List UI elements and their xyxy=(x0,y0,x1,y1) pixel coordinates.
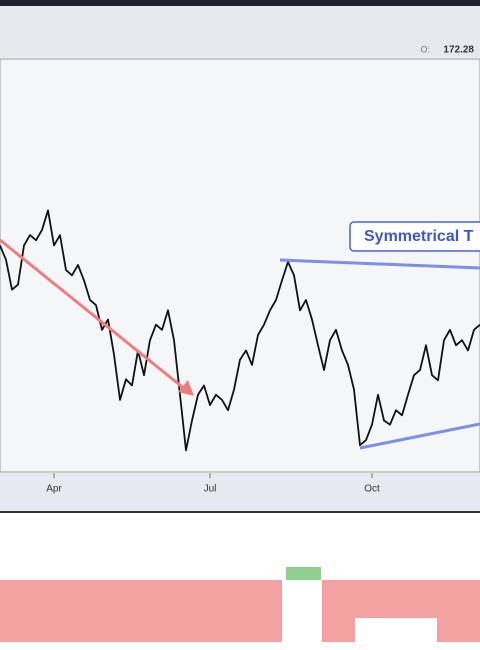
indicator-green xyxy=(286,567,321,580)
x-tick-label: Apr xyxy=(46,484,62,495)
indicator-gap xyxy=(355,618,437,642)
header xyxy=(0,6,480,58)
annotation-box xyxy=(349,221,480,252)
x-tick-label: Jul xyxy=(204,484,217,495)
x-tick-label: Oct xyxy=(364,484,380,495)
indicator-red xyxy=(0,580,282,642)
top-bar xyxy=(0,0,480,6)
open-label: O: xyxy=(420,44,430,54)
annotation: Symmetrical T xyxy=(364,228,474,245)
trend-arrow xyxy=(0,238,187,392)
indicator-gap xyxy=(284,580,322,642)
open-value: 172.28 xyxy=(443,45,474,56)
price-line xyxy=(0,209,480,452)
arrow-head xyxy=(178,380,194,396)
x-axis-band xyxy=(0,473,480,511)
lower-trendline xyxy=(359,422,480,450)
upper-trendline xyxy=(279,258,480,270)
